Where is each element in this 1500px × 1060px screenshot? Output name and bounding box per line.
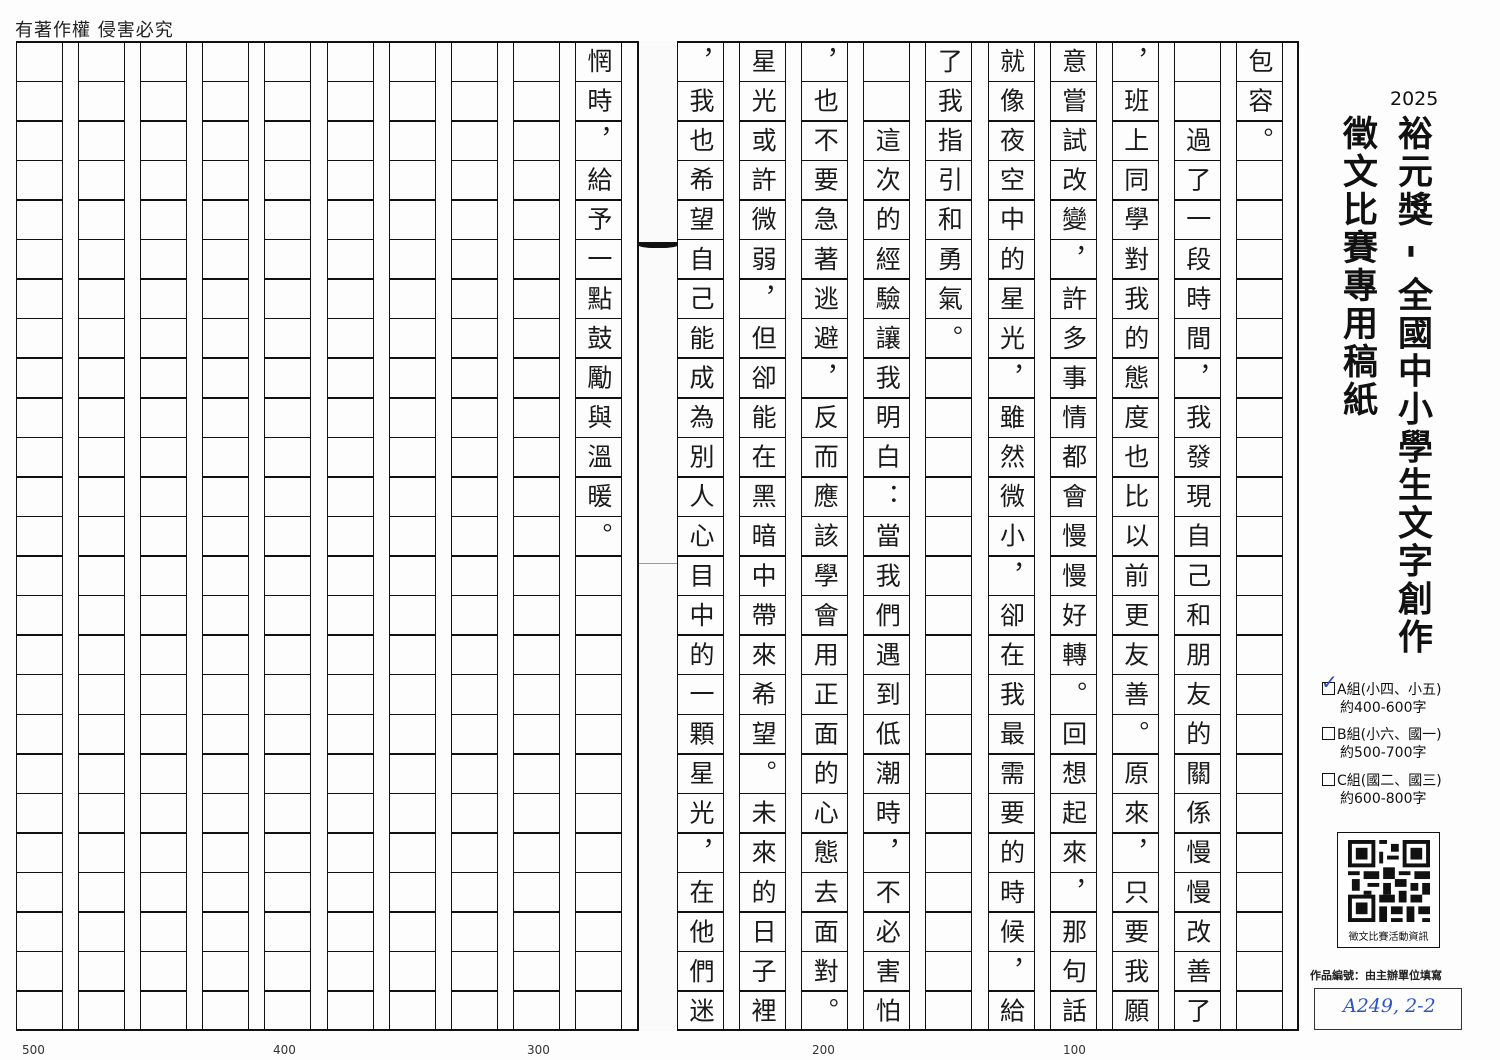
grid-cell [450, 990, 498, 1032]
qr-code-box: 徵文比賽活動資訊 [1337, 832, 1440, 948]
manuscript-column [512, 41, 560, 1032]
manuscript-column [78, 41, 126, 1032]
column-text-16 [264, 41, 311, 1031]
manuscript-column [801, 41, 849, 1032]
contest-year: 2025 [1390, 88, 1439, 110]
grid-cell [987, 990, 1035, 1032]
grid-cell [1111, 990, 1159, 1032]
work-id-field[interactable]: A249, 2-2 [1314, 988, 1462, 1030]
grid-cell [801, 990, 849, 1032]
manuscript-column [388, 41, 436, 1032]
qr-label: 徵文比賽活動資訊 [1348, 932, 1429, 943]
grid-cell [140, 990, 188, 1032]
column-text-15 [327, 41, 374, 1031]
manuscript-column [16, 41, 63, 1032]
grid-cell [388, 990, 436, 1032]
grid-cell [925, 990, 973, 1032]
check-mark-icon: ✓ [1321, 670, 1338, 694]
column-text-6: 了我指引和勇氣。 [934, 48, 964, 365]
group-option-b[interactable]: B組(小六、國一) 約500-700字 [1322, 726, 1442, 762]
checkbox-a[interactable]: ✓ [1321, 672, 1338, 695]
column-text-18 [140, 41, 187, 1031]
grid-cell [326, 990, 374, 1032]
grid-cell [1173, 990, 1221, 1032]
checkbox-c[interactable] [1322, 773, 1335, 786]
grid-cell [202, 990, 250, 1032]
column-text-3: ，班上同學對我的態度也比以前更友善。原來，只要我願 [1120, 48, 1150, 1031]
work-id-label: 作品編號：由主辦單位填寫 [1310, 969, 1442, 982]
manuscript-column [1235, 41, 1283, 1032]
manuscript-column [264, 41, 312, 1032]
group-a-words: 約400-600字 [1340, 700, 1427, 716]
column-text-7: 這次的經驗讓我明白：當我們遇到低潮時，不必害怕 [872, 48, 902, 1031]
manuscript-column [863, 41, 911, 1032]
manuscript-column [140, 41, 188, 1032]
gutter-fold-line [639, 563, 677, 564]
center-gutter [637, 41, 677, 1031]
grid-cell [264, 990, 312, 1032]
column-text-1: 包容。 [1244, 48, 1274, 167]
char-count-200: 200 [812, 1043, 835, 1057]
work-id-value: A249, 2-2 [1343, 995, 1436, 1017]
grid-cell [78, 990, 126, 1032]
grid-cell [863, 990, 911, 1032]
column-text-9: 星光或許微弱，但卻能在黑暗中帶來希望。未來的日子裡 [748, 48, 778, 1031]
group-option-a[interactable]: ✓ A組(小四、小五) 約400-600字 [1321, 672, 1442, 717]
grid-cell [739, 990, 787, 1032]
manuscript-column [326, 41, 374, 1032]
column-text-13 [451, 41, 498, 1031]
manuscript-column [987, 41, 1035, 1032]
copyright-notice: 有著作權 侵害必究 [15, 20, 174, 41]
group-a-label: A組(小四、小五) [1337, 682, 1442, 698]
manuscript-column [1049, 41, 1097, 1032]
grid-cell [677, 990, 724, 1032]
column-text-10: ，我也希望自己能成為別人心目中的一顆星光，在他們迷 [686, 48, 715, 1031]
column-text-19 [78, 41, 125, 1031]
group-b-label: B組(小六、國一) [1337, 727, 1442, 743]
column-text-12 [513, 41, 560, 1031]
grid-cell [16, 990, 63, 1032]
grid-cell [574, 990, 622, 1032]
checkbox-b[interactable] [1322, 727, 1335, 740]
char-count-100: 100 [1063, 1043, 1086, 1057]
group-c-words: 約600-800字 [1340, 791, 1427, 807]
column-text-11: 惘時，給予一點鼓勵與溫暖。 [583, 48, 613, 563]
grid-frame-right [1297, 41, 1299, 1031]
grid-cell [1235, 990, 1283, 1032]
manuscript-column [1173, 41, 1221, 1032]
group-b-words: 約500-700字 [1340, 745, 1427, 761]
group-c-label: C組(國二、國三) [1337, 773, 1442, 789]
grid-cell [1049, 990, 1097, 1032]
char-count-500: 500 [22, 1043, 45, 1057]
manuscript-column [574, 41, 622, 1032]
gutter-fold-mark [639, 242, 677, 248]
contest-title: 裕元獎 - 全國中小學生文字創作 [1392, 115, 1432, 657]
char-count-300: 300 [527, 1043, 550, 1057]
group-option-c[interactable]: C組(國二、國三) 約600-800字 [1322, 772, 1442, 808]
column-text-17 [202, 41, 249, 1031]
column-text-4: 意嘗試改變，許多事情都會慢慢好轉。回想起來，那句話 [1058, 48, 1088, 1031]
manuscript-column [677, 41, 724, 1032]
qr-code-icon [1348, 840, 1430, 922]
manuscript-column [450, 41, 498, 1032]
manuscript-column [202, 41, 250, 1032]
manuscript-column [1111, 41, 1159, 1032]
column-text-20 [16, 41, 63, 1031]
grid-cell [512, 990, 560, 1032]
column-text-14 [389, 41, 436, 1031]
column-text-8: ，也不要急著逃避，反而應該學會用正面的心態去面對。 [810, 48, 840, 1031]
column-text-2: 過了一段時間，我發現自己和朋友的關係慢慢改善了 [1182, 48, 1212, 1031]
column-text-5: 就像夜空中的星光，雖然微小，卻在我最需要的時候，給 [996, 48, 1026, 1031]
char-count-400: 400 [273, 1043, 296, 1057]
manuscript-column [739, 41, 787, 1032]
manuscript-column [925, 41, 973, 1032]
contest-subtitle: 徵文比賽專用稿紙 [1337, 115, 1377, 419]
